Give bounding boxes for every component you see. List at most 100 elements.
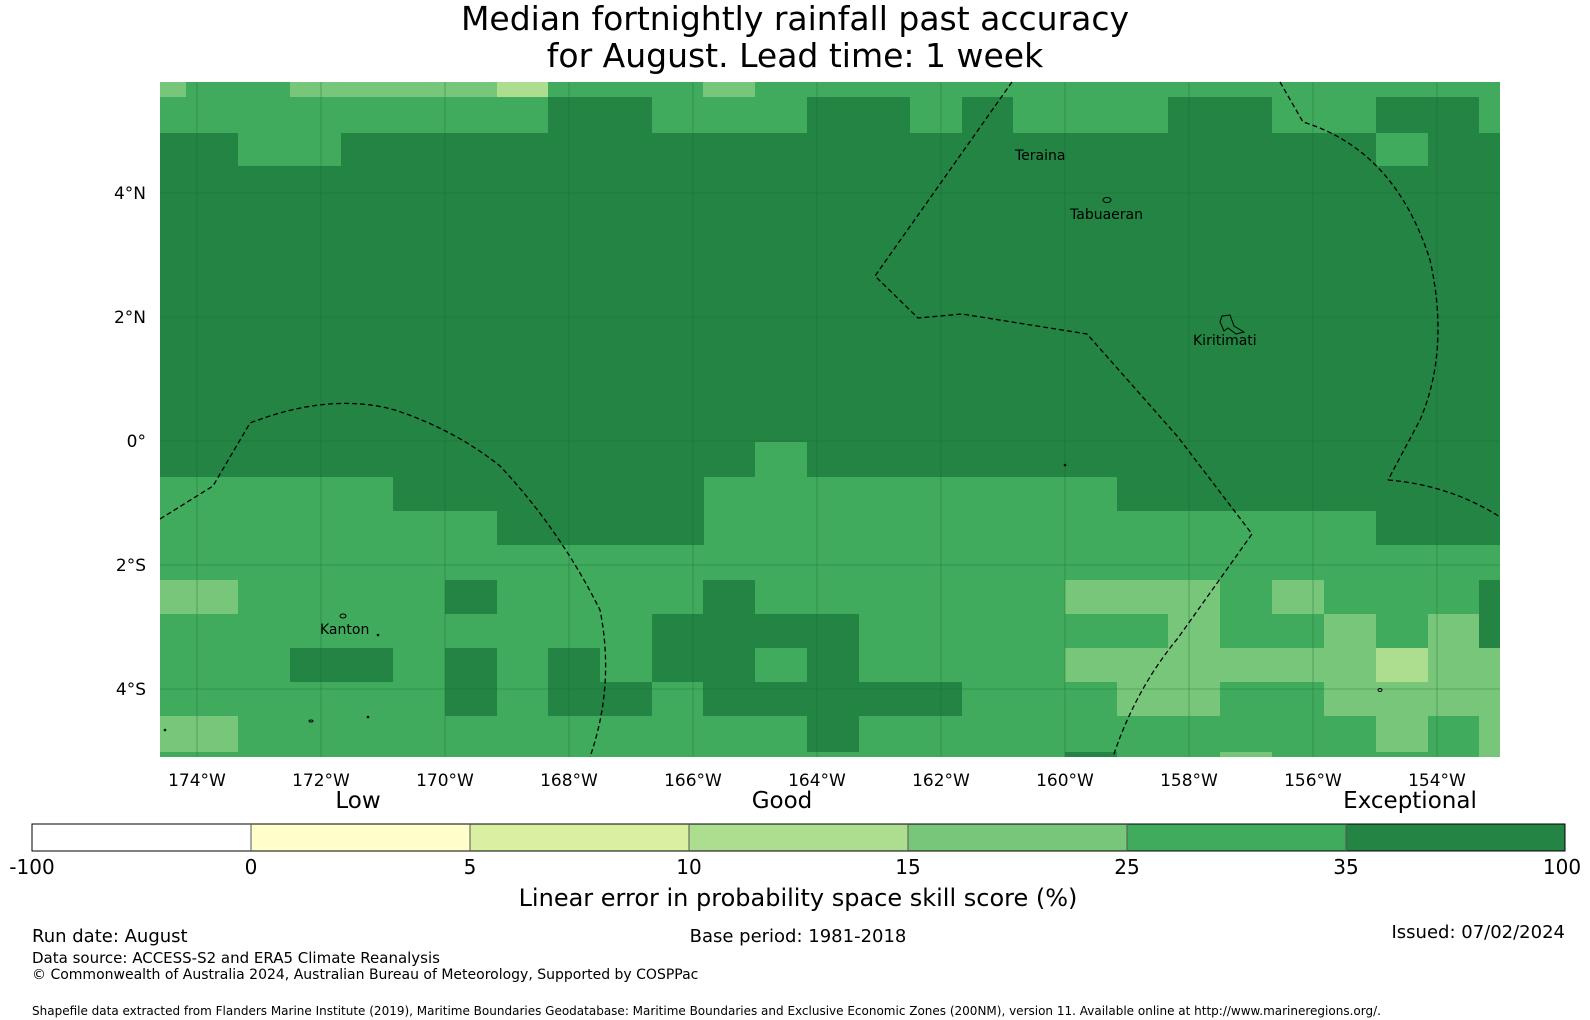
issued-date: Issued: 07/02/2024 (1391, 922, 1565, 943)
map-cell (1013, 97, 1168, 133)
map-cell (1479, 97, 1500, 133)
map-cell (1065, 648, 1376, 682)
eez-boundary-line (1387, 479, 1501, 518)
colorbar-swatch (1127, 824, 1346, 851)
map-cell (160, 580, 238, 614)
base-period: Base period: 1981-2018 (690, 926, 907, 947)
category-label-good: Good (752, 788, 813, 814)
data-source: Data source: ACCESS-S2 and ERA5 Climate … (32, 949, 440, 967)
shapefile-credit: Shapefile data extracted from Flanders M… (32, 1004, 1381, 1018)
map-cell (548, 682, 652, 716)
colorbar-tick-label: 0 (245, 855, 258, 879)
category-label-exceptional: Exceptional (1343, 788, 1477, 814)
map-cell (1428, 716, 1479, 752)
colorbar-axis-label: Linear error in probability space skill … (519, 884, 1078, 912)
place-label-kiritimati: Kiritimati (1193, 333, 1257, 349)
map-cell (1065, 580, 1220, 614)
map-cell (1479, 580, 1500, 648)
chart-title-line2: for August. Lead time: 1 week (546, 36, 1044, 75)
colorbar-swatch (470, 824, 689, 851)
map-cell (1117, 682, 1220, 716)
islands (163, 197, 1383, 732)
map-cell (497, 511, 704, 545)
map-cell (1220, 752, 1272, 757)
map-cell (703, 682, 962, 716)
island-shape (339, 613, 347, 619)
island-shape (308, 719, 314, 723)
skill-map (160, 82, 1500, 757)
map-cell (1376, 648, 1428, 682)
map-cell (160, 716, 238, 752)
colorbar-swatch (251, 824, 470, 851)
colorbar-tick-label: 35 (1333, 855, 1358, 879)
lat-tick-labels: 4°N 2°N 0° 2°S 4°S (114, 184, 146, 700)
map-cell (1376, 511, 1500, 545)
lat-tick-label: 4°S (116, 680, 146, 700)
island-shape (1102, 197, 1112, 203)
copyright: © Commonwealth of Australia 2024, Austra… (32, 967, 698, 983)
map-cell (548, 648, 600, 682)
lat-tick-label: 4°N (114, 184, 146, 204)
run-date: Run date: August (32, 926, 188, 947)
colorbar-swatch (689, 824, 908, 851)
map-cell (1013, 82, 1500, 97)
lon-tick-label: 158°W (1160, 771, 1218, 791)
map-cell (1065, 752, 1117, 757)
lat-tick-label: 2°S (116, 556, 146, 576)
lon-tick-label: 170°W (416, 771, 474, 791)
map-cell (1272, 580, 1324, 614)
map-cell (238, 133, 341, 166)
graticule (160, 82, 1500, 757)
lon-tick-label: 162°W (912, 771, 970, 791)
island-shape (1377, 688, 1383, 692)
colorbar-swatch (32, 824, 251, 851)
place-label-tabuaeran: Tabuaeran (1069, 207, 1143, 223)
colorbar-tick-label: 100 (1543, 855, 1581, 879)
eez-boundary-line (874, 81, 1253, 758)
map-cell (807, 648, 859, 682)
colorbar-tick-label: -100 (9, 855, 54, 879)
place-label-teraina: Teraina (1014, 148, 1065, 164)
lon-tick-label: 166°W (664, 771, 722, 791)
map-cell (1428, 614, 1479, 648)
map-cell (652, 614, 859, 648)
lon-tick-label: 160°W (1036, 771, 1094, 791)
map-cell (393, 477, 704, 511)
colorbar-tick-label: 15 (895, 855, 920, 879)
map-cell (652, 97, 807, 133)
lon-tick-label: 156°W (1284, 771, 1342, 791)
lon-tick-label: 154°W (1408, 771, 1466, 791)
island-shape (366, 715, 370, 719)
map-cell (160, 97, 548, 133)
map-cell (1376, 716, 1428, 752)
colorbar-tick-labels: -100 0 5 10 15 25 35 100 (9, 855, 1581, 879)
map-cell (703, 580, 755, 614)
lon-tick-label: 168°W (540, 771, 598, 791)
island-shape (1219, 314, 1246, 335)
eez-boundaries (159, 81, 1501, 758)
colorbar-frame (31, 823, 1566, 852)
map-cell (290, 648, 393, 682)
colorbar-swatch (908, 824, 1127, 851)
lon-tick-label: 172°W (292, 771, 350, 791)
map-cell (1479, 716, 1500, 757)
map-cell (445, 648, 497, 716)
map-cell (807, 716, 859, 752)
map-cell (445, 580, 497, 614)
chart-title-line1: Median fortnightly rainfall past accurac… (460, 0, 1130, 38)
lon-tick-label: 174°W (168, 771, 226, 791)
map-cell (1324, 682, 1500, 716)
lon-tick-labels: 174°W 172°W 170°W 168°W 166°W 164°W 162°… (168, 771, 1466, 791)
colorbar-tick-label: 25 (1114, 855, 1139, 879)
colorbar-tick-label: 5 (464, 855, 477, 879)
map-cell (652, 648, 755, 682)
island-shape (1063, 463, 1067, 467)
map-cell (703, 82, 755, 97)
eez-boundary-line (159, 402, 607, 758)
map-cell (755, 442, 807, 477)
lat-tick-label: 2°N (114, 308, 146, 328)
map-cell (1272, 97, 1376, 133)
colorbar (31, 823, 1566, 852)
island-shape (163, 728, 167, 732)
